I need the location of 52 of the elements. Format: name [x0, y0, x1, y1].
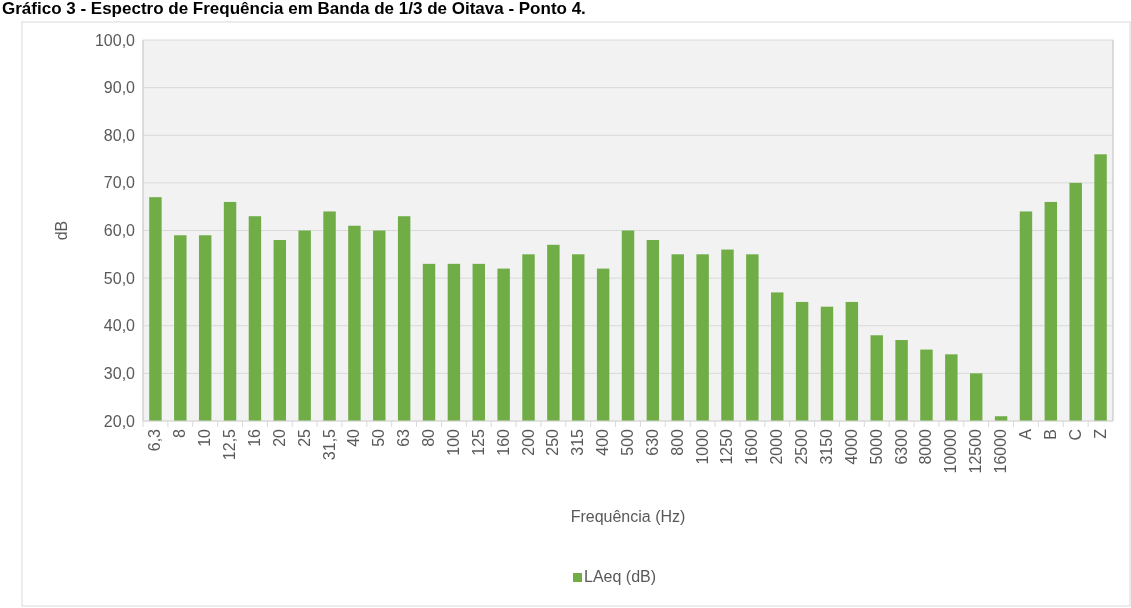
x-tick-label: 100: [444, 428, 462, 456]
x-tick-label: 800: [668, 428, 686, 456]
y-tick-label: 20,0: [103, 412, 136, 430]
x-tick-label: 31,5: [320, 428, 338, 461]
x-tick-label: 25: [295, 428, 313, 447]
x-tick-label: 2000: [768, 428, 786, 465]
x-tick-label: B: [1041, 429, 1059, 440]
y-tick-label: 70,0: [103, 174, 136, 192]
x-tick-label: 12500: [967, 428, 985, 474]
x-tick-label: 16000: [992, 428, 1010, 474]
x-tick-label: 16: [245, 428, 263, 447]
y-tick-label: 60,0: [103, 222, 136, 240]
x-tick-label: 63: [395, 428, 413, 447]
x-tick-label: 1600: [743, 428, 761, 465]
x-tick-label: 50: [370, 428, 388, 447]
y-tick-label: 100,0: [94, 31, 136, 49]
x-tick-label: 315: [569, 428, 587, 456]
x-tick-label: 1250: [718, 428, 736, 465]
x-tick-label: 12,5: [221, 428, 239, 461]
x-tick-label: 400: [594, 428, 612, 456]
y-axis-title: dB: [53, 220, 70, 241]
y-tick-label: 50,0: [103, 269, 136, 287]
x-tick-label: 80: [420, 428, 438, 447]
x-tick-label: 6300: [892, 428, 910, 465]
x-tick-label: 8000: [917, 428, 935, 465]
y-tick-label: 40,0: [103, 317, 136, 335]
x-tick-label: 200: [519, 428, 537, 456]
chart-title: Gráfico 3 - Espectro de Frequência em Banda de 1/3 de Oitava - Ponto 4.: [2, 0, 586, 18]
x-tick-label: 3150: [817, 428, 835, 465]
x-tick-label: A: [1016, 428, 1034, 440]
x-tick-label: 1000: [693, 428, 711, 465]
y-tick-label: 30,0: [103, 364, 136, 382]
x-tick-label: 4000: [842, 428, 860, 465]
x-tick-label: 8: [171, 428, 189, 438]
x-tick-label: C: [1066, 429, 1084, 441]
y-tick-label: 80,0: [103, 126, 136, 144]
x-tick-label: Z: [1091, 428, 1109, 439]
x-tick-label: 20: [270, 428, 288, 447]
x-tick-label: 250: [544, 428, 562, 456]
x-tick-label: 2500: [793, 428, 811, 465]
legend-label: LAeq (dB): [584, 568, 657, 585]
x-tick-label: 160: [494, 428, 512, 456]
x-tick-label: 5000: [867, 428, 885, 465]
x-axis-title: Frequência (Hz): [570, 508, 686, 525]
y-tick-label: 90,0: [103, 79, 136, 97]
x-tick-label: 6,3: [146, 428, 164, 452]
x-tick-label: 630: [643, 428, 661, 456]
x-tick-label: 500: [619, 428, 636, 456]
x-tick-label: 125: [469, 428, 487, 456]
x-tick-label: 10: [196, 428, 214, 447]
x-tick-label: 10000: [942, 428, 960, 474]
x-tick-label: 40: [345, 428, 363, 447]
